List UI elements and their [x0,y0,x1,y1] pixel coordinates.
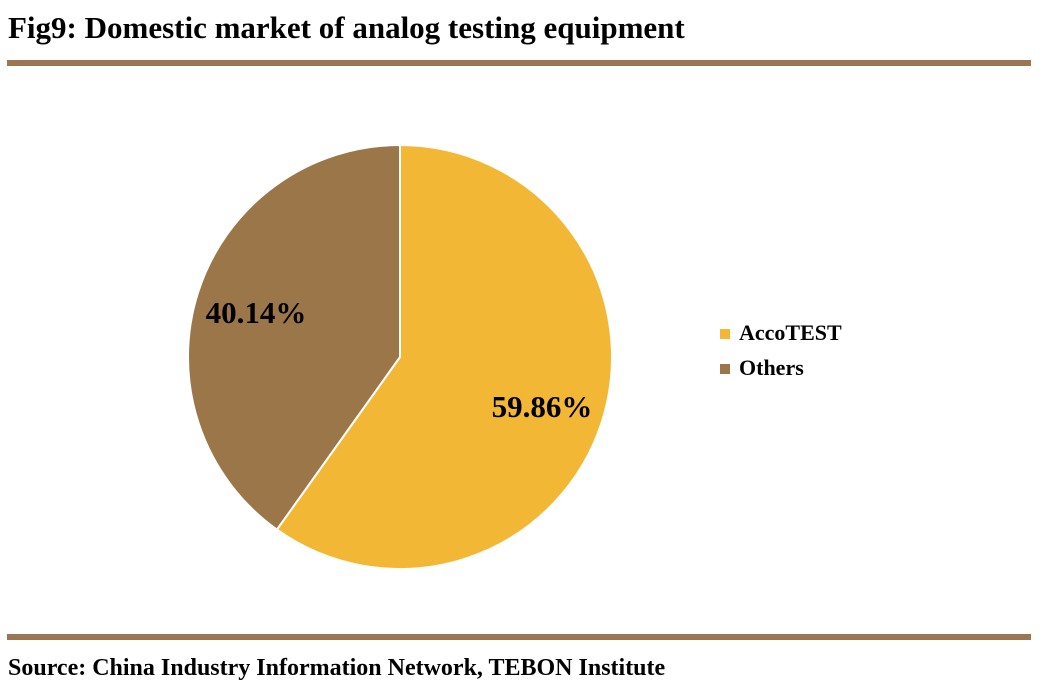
top-divider [7,60,1031,66]
bottom-divider [7,634,1031,640]
figure-title: Fig9: Domestic market of analog testing … [8,10,685,45]
legend-swatch-accotest [720,329,730,339]
pie-slices [186,143,613,570]
legend: AccoTEST Others [720,320,842,380]
pie-slice-accotest [275,143,613,570]
slice-label-others: 40.14% [206,295,307,330]
pie-slice-others [186,143,401,531]
legend-label-accotest: AccoTEST [739,320,842,345]
slice-label-accotest: 59.86% [492,389,593,424]
slice-labels: 59.86% 40.14% [206,295,593,424]
source-note: Source: China Industry Information Netwo… [8,655,666,681]
legend-label-others: Others [739,355,804,380]
legend-swatch-others [720,364,730,374]
